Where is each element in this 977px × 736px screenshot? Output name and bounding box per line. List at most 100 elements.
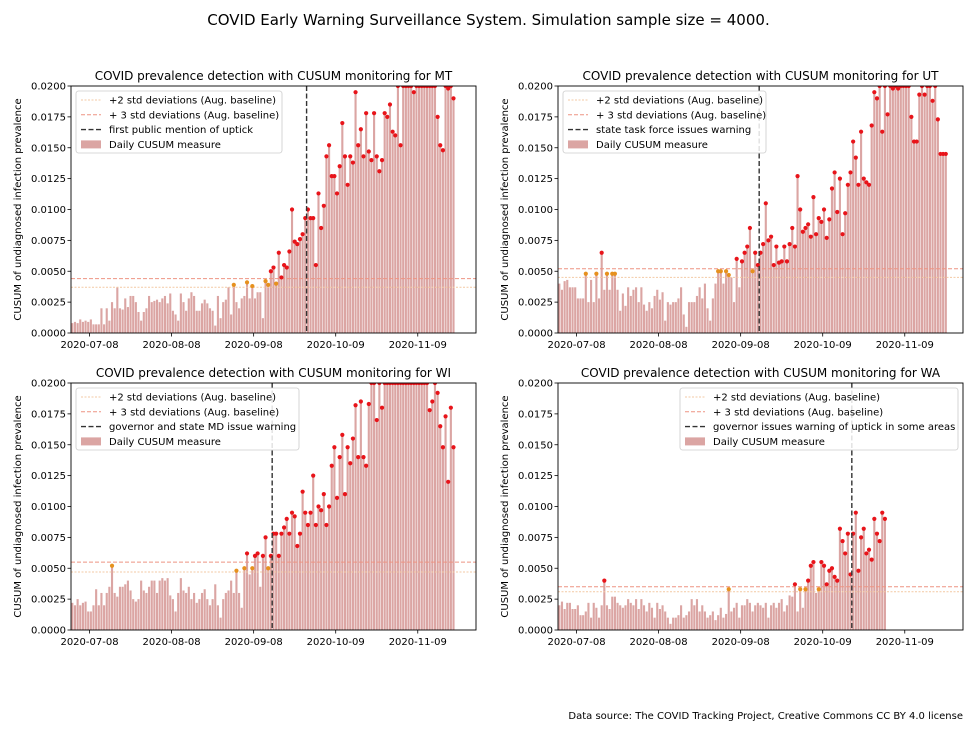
x-tick-label: 2020-08-08 [630, 340, 688, 351]
y-tick-label: 0.0075 [31, 533, 66, 544]
bar [666, 302, 669, 333]
bar [613, 596, 616, 630]
bar [269, 271, 272, 333]
data-point [840, 232, 845, 237]
bar [179, 578, 182, 630]
bar [836, 211, 839, 333]
bar [695, 599, 699, 630]
bar [605, 273, 609, 333]
bar [386, 116, 389, 333]
bar [330, 176, 333, 333]
bar [592, 602, 595, 630]
bar [208, 308, 212, 333]
y-tick-label: 0.0050 [518, 267, 553, 278]
bar [333, 447, 336, 630]
bar [185, 592, 188, 630]
data-point [583, 271, 588, 276]
chart-title: COVID prevalence detection with CUSUM mo… [95, 69, 453, 83]
bar [640, 599, 643, 630]
bar [788, 595, 791, 630]
bar [838, 178, 841, 333]
data-point [438, 424, 443, 429]
data-point [295, 543, 300, 549]
bar [283, 265, 286, 333]
bar [140, 320, 143, 333]
bar [354, 92, 357, 333]
plot-area [71, 86, 476, 333]
bar [404, 86, 407, 333]
data-point [313, 522, 318, 528]
bar [73, 321, 77, 333]
bar [370, 160, 373, 333]
data-point [358, 399, 363, 404]
bar [230, 580, 233, 630]
data-point [350, 436, 356, 441]
data-point [353, 403, 358, 408]
bar [195, 602, 198, 630]
data-point [340, 432, 345, 437]
data-point [274, 531, 279, 536]
y-tick-label: 0.0025 [518, 595, 553, 606]
bar [875, 533, 879, 630]
bar [793, 584, 796, 630]
bar [791, 228, 794, 333]
bar [653, 617, 656, 630]
bar [764, 602, 767, 630]
chart-panel-3: COVID prevalence detection with CUSUM mo… [500, 366, 964, 648]
y-tick-label: 0.0200 [31, 379, 66, 390]
data-point [917, 92, 922, 97]
bar [211, 599, 214, 630]
bar [804, 228, 807, 333]
bar [939, 153, 942, 333]
bar [367, 403, 370, 630]
bar [690, 599, 693, 630]
data-point [922, 92, 927, 97]
bar [849, 574, 852, 630]
bar [230, 314, 233, 333]
data-point [324, 522, 329, 528]
data-point [882, 86, 888, 89]
legend-entry: first public mention of uptick [109, 125, 253, 136]
bar [920, 86, 924, 333]
chart-panel-1: COVID prevalence detection with CUSUM mo… [500, 69, 964, 351]
bar [378, 383, 381, 630]
bar [912, 141, 916, 333]
x-tick-label: 2020-07-08 [60, 637, 118, 648]
bar [100, 308, 103, 333]
bar [658, 299, 661, 333]
data-point [750, 269, 755, 274]
bar [685, 615, 688, 630]
data-point [877, 538, 882, 544]
bar [648, 602, 651, 630]
bar [788, 244, 791, 333]
data-point [806, 222, 811, 227]
bar [198, 599, 201, 630]
bar [698, 287, 701, 333]
bar [648, 302, 651, 333]
bar [833, 576, 836, 630]
y-tick-label: 0.0100 [31, 502, 66, 513]
bar [664, 320, 667, 333]
data-point [832, 574, 837, 579]
y-tick-label: 0.0125 [518, 174, 553, 185]
bar [79, 319, 82, 333]
data-point [768, 234, 774, 239]
data-point [313, 262, 318, 268]
x-tick-label: 2020-07-08 [547, 637, 605, 648]
bar [275, 283, 278, 333]
bar [325, 525, 328, 630]
legend-entry: +2 std deviations (Aug. baseline) [713, 393, 880, 404]
bar [664, 611, 667, 630]
data-point [284, 516, 289, 521]
bar [441, 150, 444, 333]
data-point [366, 149, 371, 154]
bar [216, 295, 219, 333]
bar [928, 86, 931, 333]
bar [317, 506, 320, 630]
bar [312, 475, 315, 630]
bar [587, 302, 590, 333]
data-point [424, 383, 430, 386]
bar [203, 589, 206, 630]
data-point [919, 86, 925, 89]
bar [560, 601, 564, 630]
